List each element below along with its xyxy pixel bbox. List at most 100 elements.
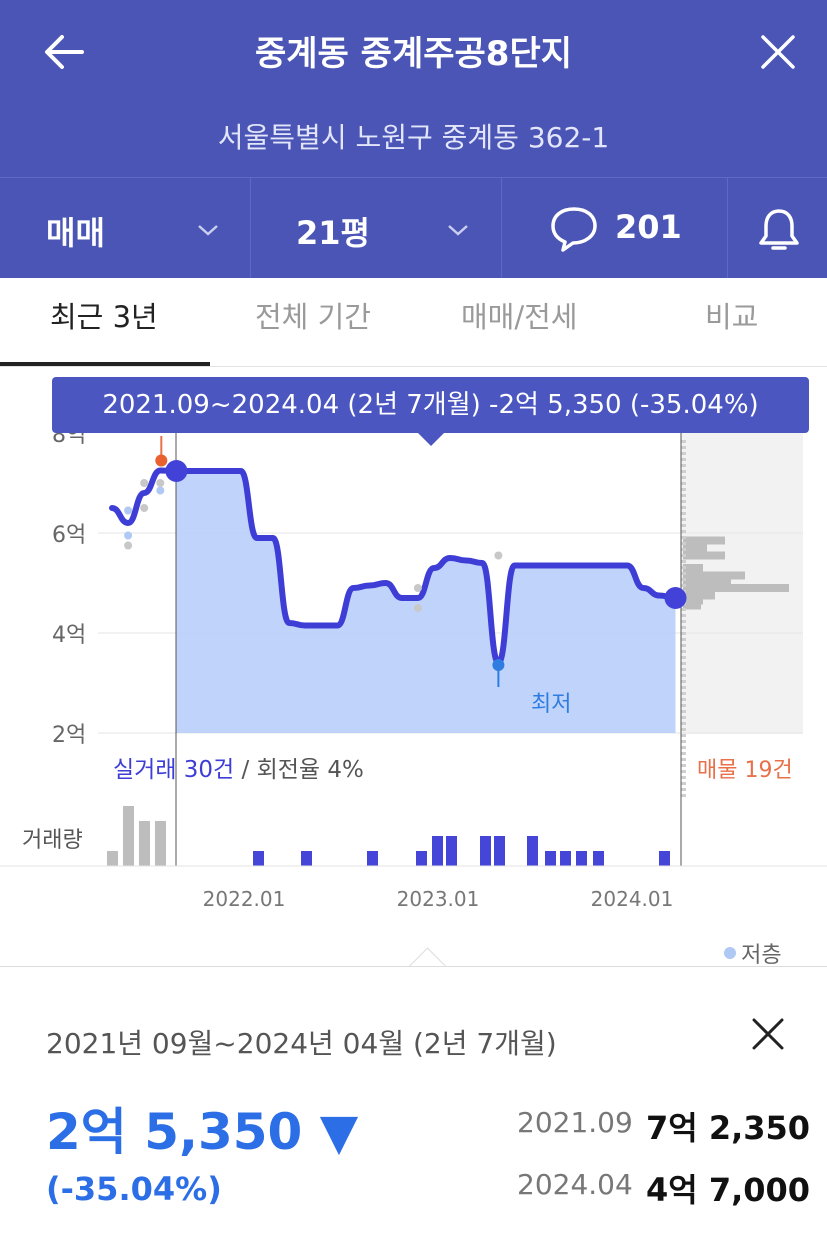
listing-bar — [683, 596, 703, 605]
deal-type-label: 매매 — [46, 214, 105, 252]
volume-bar — [123, 806, 134, 866]
listing-bar — [683, 576, 731, 585]
tab-compare[interactable]: 비교 — [705, 300, 759, 334]
volume-bar — [659, 851, 670, 866]
page-title: 중계동 중계주공8단지 — [254, 34, 572, 74]
deal-dot — [140, 479, 149, 487]
volume-bar — [446, 836, 457, 866]
listing-tick — [681, 548, 686, 551]
listing-tick — [681, 578, 686, 581]
size-select[interactable]: 21평 — [250, 178, 502, 279]
listing-bar — [683, 571, 745, 580]
listing-tick — [681, 668, 686, 671]
listing-tick — [681, 722, 686, 725]
volume-bar — [416, 851, 427, 866]
deals-count: 실거래 30건 — [113, 757, 235, 783]
low-floor-dots — [124, 479, 503, 612]
y-tick-label: 6억 — [52, 523, 86, 548]
listing-tick — [681, 746, 686, 749]
listing-tick — [681, 542, 686, 545]
listing-tick — [681, 626, 686, 629]
start-date: 2021.09 — [517, 1106, 633, 1139]
listing-tick — [681, 656, 686, 659]
tab-sale-jeonse[interactable]: 매매/전세 — [461, 300, 578, 334]
price-line — [109, 467, 679, 667]
listing-tick — [681, 716, 686, 719]
low-marker — [492, 659, 505, 671]
listing-tick — [681, 692, 686, 695]
deal-dot — [124, 531, 133, 540]
tooltip-arrow — [417, 432, 445, 446]
volume-bar — [576, 851, 587, 866]
volume-bar — [527, 836, 538, 866]
listing-tick — [681, 794, 686, 797]
volume-label: 거래량 — [22, 828, 83, 853]
listing-tick — [681, 680, 686, 683]
listing-tick — [681, 536, 686, 539]
deal-dot — [413, 584, 422, 592]
price-area — [176, 471, 676, 733]
summary-period: 2021년 09월~2024년 04월 (2년 7개월) — [46, 1027, 557, 1060]
range-start-marker[interactable] — [165, 460, 188, 482]
listing-tick — [681, 728, 686, 731]
listing-tick — [681, 674, 686, 677]
listings-count: 매물 19건 — [697, 758, 793, 783]
deal-dot — [124, 541, 133, 550]
listing-tick — [681, 710, 686, 713]
title-bar: 중계동 중계주공8단지 — [0, 0, 827, 100]
listing-bar — [683, 584, 789, 592]
deal-type-select[interactable]: 매매 — [0, 178, 251, 279]
listing-tick — [681, 500, 686, 503]
listing-tick — [681, 638, 686, 641]
tab-recent-3y[interactable]: 최근 3년 — [50, 300, 158, 334]
arrow-left-icon[interactable] — [36, 22, 96, 82]
volume-bar — [253, 851, 264, 866]
close-icon[interactable] — [748, 22, 808, 82]
close-icon[interactable] — [748, 1014, 788, 1054]
period-tabs: 최근 3년 전체 기간 매매/전세 비교 — [0, 278, 827, 367]
deal-dot — [413, 604, 422, 612]
selector-bar: 매매 21평 201 — [0, 177, 827, 279]
start-price: 7억 2,350 — [646, 1109, 811, 1147]
volume-bar — [301, 851, 312, 866]
x-tick-label: 2023.01 — [397, 887, 480, 911]
tab-all-period[interactable]: 전체 기간 — [255, 300, 371, 334]
end-date: 2024.04 — [517, 1168, 633, 1201]
listing-bar — [683, 544, 707, 552]
listing-tick — [681, 446, 686, 449]
legend: 저층 — [724, 937, 782, 969]
volume-bar — [432, 836, 443, 866]
deal-dot — [124, 506, 133, 515]
high-marker — [155, 454, 168, 467]
legend-dot-icon — [724, 947, 736, 959]
volume-bar — [593, 851, 604, 866]
listing-tick — [681, 734, 686, 737]
alert-button[interactable] — [727, 178, 827, 279]
legend-low-floor: 저층 — [741, 943, 782, 968]
range-end-marker[interactable] — [664, 587, 687, 609]
x-axis-labels: 2022.01 2023.01 2024.01 — [203, 887, 674, 911]
listing-tick — [681, 518, 686, 521]
listing-tick — [681, 770, 686, 773]
deals-summary: 실거래 30건 / 회전율 4% — [113, 750, 364, 784]
listing-bar — [683, 536, 725, 545]
volume-bar — [560, 851, 571, 866]
y-tick-label: 4억 — [52, 623, 86, 648]
listing-tick — [681, 662, 686, 665]
listing-tick — [681, 584, 686, 587]
listing-tick — [681, 788, 686, 791]
listing-tick — [681, 512, 686, 515]
price-difference: 2억 5,350 ▼ — [46, 1103, 359, 1161]
listing-tick — [681, 776, 686, 779]
volume-bar — [367, 851, 378, 866]
volume-bar — [155, 821, 166, 866]
active-tab-indicator — [0, 362, 210, 366]
listing-tick — [681, 458, 686, 461]
listing-tick — [681, 476, 686, 479]
comments-button[interactable]: 201 — [501, 178, 728, 279]
listing-tick — [681, 608, 686, 611]
listing-tick — [681, 440, 686, 443]
listing-bar — [683, 601, 701, 610]
